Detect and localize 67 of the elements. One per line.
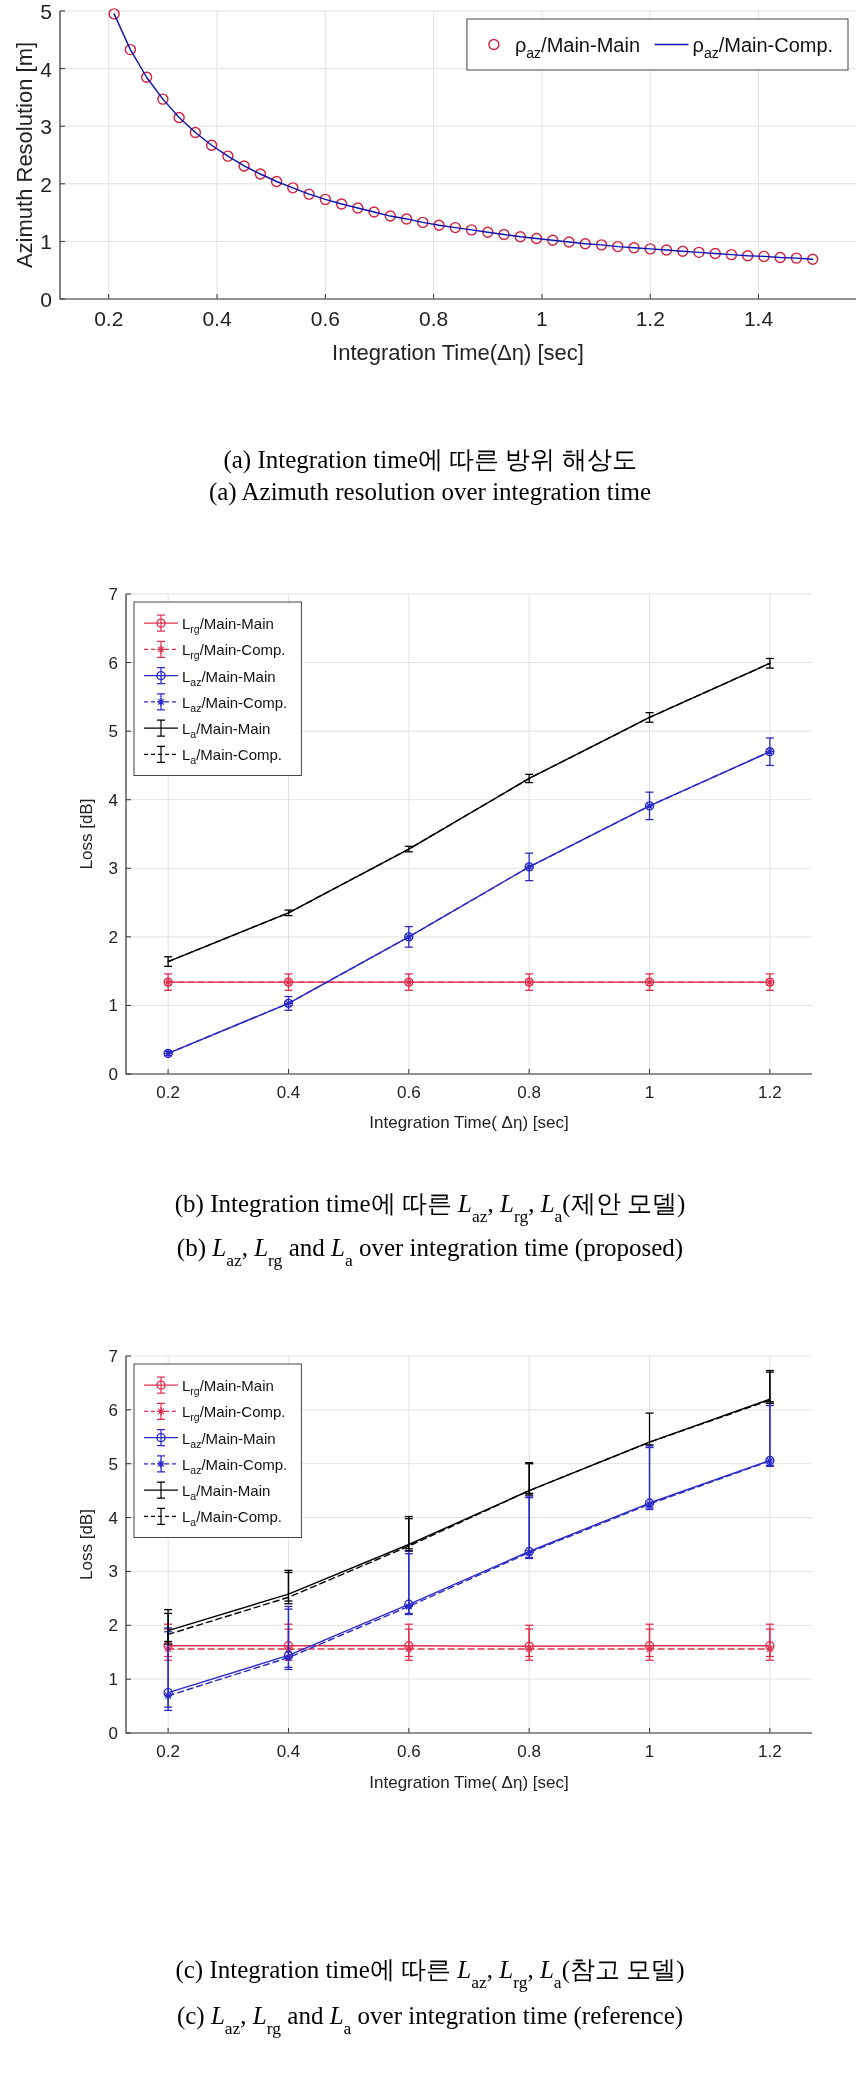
legend-label: L$_{a}$/Main-Comp. [182, 1507, 283, 1529]
y-tick-label: 7 [108, 584, 118, 604]
y-tick-label: 5 [108, 1454, 118, 1474]
x-axis-title: Integration Time( Δη) [sec] [369, 1113, 569, 1132]
x-tick-label: 0.4 [276, 1083, 301, 1102]
x-tick-label: 0.6 [397, 1742, 421, 1761]
legend-label: L$_{a}$/Main-Main [182, 1481, 271, 1503]
x-tick-label: 0.2 [94, 307, 124, 330]
x-tick-label: 0.2 [156, 1083, 180, 1102]
legend-label: ρ$_{az}$/Main-Comp. [692, 33, 834, 61]
chart-title: (c) Integration time에 따른 L$_{az}$, L$_{rg}$, L$_{a}$(참고 모델) [175, 1956, 685, 1992]
x-tick-label: 1.2 [758, 1083, 782, 1102]
y-tick-label: 2 [108, 1615, 118, 1635]
legend-label: L$_{rg}$/Main-Comp. [182, 640, 286, 662]
legend-label: L$_{rg}$/Main-Main [182, 1376, 274, 1398]
x-tick-label: 1 [644, 1083, 655, 1102]
legend-label: L$_{az}$/Main-Comp. [182, 693, 288, 714]
text: (a) Integration time에 따른 방위 해상도 [223, 446, 637, 474]
y-tick-label: 2 [40, 172, 52, 196]
y-axis-title: Loss [dB] [77, 1509, 96, 1580]
y-axis-title: Azimuth Resolution [m] [12, 41, 37, 269]
legend-label: L$_{az}$/Main-Comp. [182, 1455, 288, 1476]
y-tick-label: 3 [108, 858, 118, 878]
legend-label: L$_{rg}$/Main-Main [182, 614, 274, 636]
legend-label: L$_{a}$/Main-Comp. [182, 745, 283, 767]
y-tick-label: 3 [40, 114, 52, 138]
x-tick-label: 0.4 [276, 1742, 301, 1761]
legend-label: L$_{az}$/Main-Main [182, 1429, 276, 1450]
x-tick-label: 0.8 [517, 1083, 541, 1102]
y-tick-label: 6 [108, 1400, 118, 1420]
legend-label: ρ$_{az}$/Main-Main [514, 33, 641, 61]
y-tick-label: 0 [108, 1064, 118, 1084]
x-tick-label: 1 [536, 307, 548, 330]
x-axis-title: Integration Time(Δη) [sec] [332, 340, 584, 365]
x-tick-label: 0.4 [202, 307, 232, 330]
text: (c) L$_{az}$, L$_{rg}$ and L$_{a}$ over integration time (reference) [176, 2002, 684, 2038]
y-tick-label: 1 [108, 995, 118, 1015]
x-tick-label: 1 [644, 1742, 655, 1761]
x-tick-label: 0.6 [310, 307, 340, 330]
y-tick-label: 0 [40, 287, 52, 311]
y-tick-label: 4 [108, 1508, 118, 1528]
y-tick-label: 7 [108, 1346, 118, 1366]
y-tick-label: 6 [108, 653, 118, 673]
text: (a) Azimuth resolution over integration time [208, 478, 652, 506]
x-tick-label: 0.6 [397, 1083, 421, 1102]
legend-label: L$_{rg}$/Main-Comp. [182, 1402, 286, 1424]
y-tick-label: 0 [108, 1723, 118, 1743]
legend-label: L$_{a}$/Main-Main [182, 719, 271, 741]
legend-label: L$_{az}$/Main-Main [182, 667, 276, 688]
text: (b) L$_{az}$, L$_{rg}$ and L$_{a}$ over integration time (proposed) [176, 1234, 684, 1270]
x-tick-label: 0.8 [419, 307, 449, 330]
chart-title: (b) Integration time에 따른 L$_{az}$, L$_{rg}$, L$_{a}$(제안 모델) [174, 1190, 686, 1226]
y-tick-label: 4 [40, 57, 53, 81]
x-tick-label: 1.2 [758, 1742, 782, 1761]
x-tick-label: 1.4 [743, 307, 774, 330]
y-tick-label: 4 [108, 790, 118, 810]
x-tick-label: 0.8 [517, 1742, 541, 1761]
y-tick-label: 1 [40, 229, 52, 253]
x-axis-title: Integration Time( Δη) [sec] [369, 1773, 569, 1792]
y-tick-label: 5 [40, 0, 52, 23]
y-axis-title: Loss [dB] [77, 798, 96, 870]
y-tick-label: 3 [108, 1561, 118, 1581]
x-tick-label: 0.2 [156, 1742, 180, 1761]
y-tick-label: 5 [108, 721, 118, 741]
y-tick-label: 2 [108, 927, 118, 947]
y-tick-label: 1 [108, 1669, 118, 1689]
x-tick-label: 1.2 [635, 307, 665, 330]
